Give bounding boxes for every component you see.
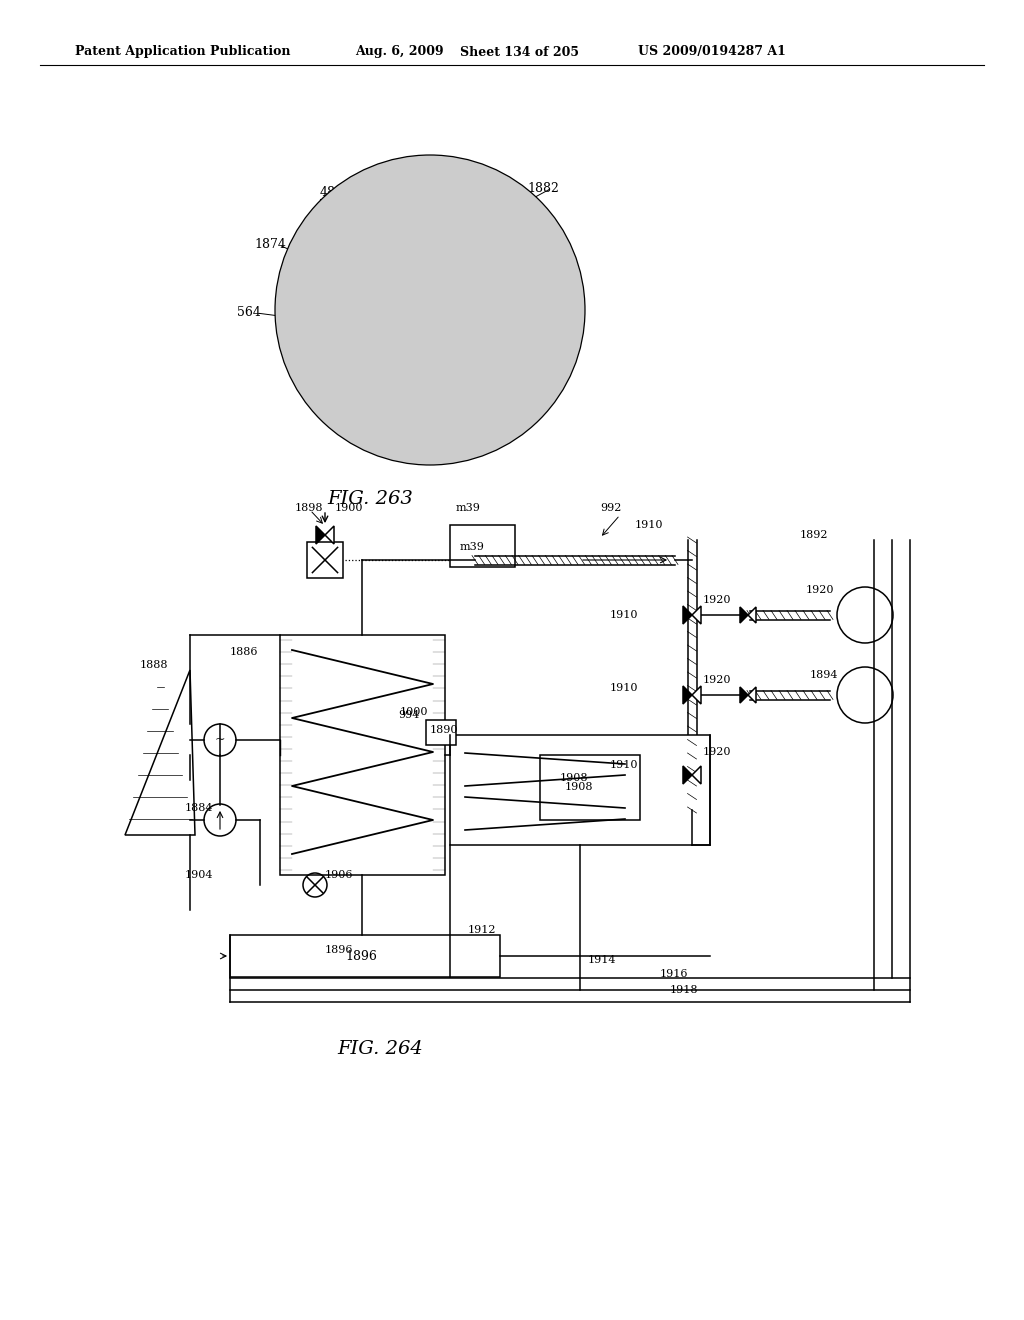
Circle shape (399, 279, 461, 341)
Bar (450, 525, 515, 568)
Bar (230, 935, 500, 977)
Text: 1000: 1000 (400, 708, 428, 717)
Text: 1910: 1910 (635, 520, 664, 531)
Text: 1836: 1836 (511, 354, 543, 367)
Text: FIG. 263: FIG. 263 (327, 490, 413, 508)
Text: 1890: 1890 (430, 725, 459, 735)
Polygon shape (683, 686, 692, 704)
Text: 1904: 1904 (185, 870, 213, 880)
Text: Sheet 134 of 205: Sheet 134 of 205 (460, 45, 579, 58)
Text: 1896: 1896 (345, 949, 377, 962)
Text: 1892: 1892 (800, 531, 828, 540)
Text: 802: 802 (531, 293, 555, 306)
Text: 1832: 1832 (499, 371, 530, 384)
Text: 1894: 1894 (810, 671, 839, 680)
Circle shape (355, 235, 505, 385)
Text: ~: ~ (215, 734, 225, 747)
Text: 1912: 1912 (468, 925, 497, 935)
Text: 1838: 1838 (531, 252, 563, 264)
Polygon shape (740, 607, 748, 623)
Text: 1874: 1874 (254, 239, 286, 252)
Text: m39: m39 (456, 503, 481, 513)
Text: 1882: 1882 (527, 181, 559, 194)
Text: Patent Application Publication: Patent Application Publication (75, 45, 291, 58)
Text: 1910: 1910 (610, 682, 639, 693)
Text: m39: m39 (460, 543, 485, 552)
Polygon shape (683, 606, 692, 624)
Polygon shape (692, 606, 701, 624)
Polygon shape (740, 686, 748, 704)
Text: 1918: 1918 (670, 985, 698, 995)
Bar (450, 735, 710, 845)
Text: 1910: 1910 (610, 610, 639, 620)
Bar (426, 719, 456, 744)
Circle shape (383, 263, 477, 356)
Bar (280, 635, 445, 875)
Circle shape (837, 587, 893, 643)
Circle shape (310, 190, 550, 430)
Text: 1914: 1914 (588, 954, 616, 965)
Text: FIG. 264: FIG. 264 (337, 1040, 423, 1059)
Text: 1920: 1920 (806, 585, 835, 595)
Circle shape (369, 249, 490, 371)
Text: 1906: 1906 (325, 870, 353, 880)
Polygon shape (692, 686, 701, 704)
Circle shape (837, 667, 893, 723)
Text: 564: 564 (237, 306, 261, 319)
Text: 1920: 1920 (703, 747, 731, 756)
Text: 1900: 1900 (335, 503, 364, 513)
Bar (540, 755, 640, 820)
Circle shape (204, 804, 236, 836)
Text: 1908: 1908 (565, 781, 594, 792)
Text: 1908: 1908 (560, 774, 589, 783)
Text: 1872: 1872 (531, 317, 563, 330)
Text: 1896: 1896 (325, 945, 353, 954)
Circle shape (341, 220, 519, 399)
Text: US 2009/0194287 A1: US 2009/0194287 A1 (638, 45, 785, 58)
Text: 1886: 1886 (230, 647, 258, 657)
Text: 1910: 1910 (610, 760, 639, 770)
Circle shape (326, 206, 534, 414)
Text: 1888: 1888 (140, 660, 169, 671)
Text: 1920: 1920 (703, 675, 731, 685)
Polygon shape (325, 525, 334, 544)
Text: 1916: 1916 (660, 969, 688, 979)
Text: 1898: 1898 (295, 503, 324, 513)
Polygon shape (316, 525, 325, 544)
Text: 482: 482 (319, 186, 344, 198)
Polygon shape (748, 686, 756, 704)
Circle shape (204, 723, 236, 756)
Circle shape (275, 154, 585, 465)
Circle shape (293, 173, 567, 447)
Text: 1884: 1884 (185, 803, 213, 813)
Polygon shape (692, 766, 701, 784)
Text: 992: 992 (600, 503, 622, 513)
Circle shape (414, 294, 446, 326)
Text: 1920: 1920 (703, 595, 731, 605)
Text: 994: 994 (398, 710, 420, 719)
Text: 482: 482 (510, 335, 534, 348)
Bar (307, 543, 343, 578)
Polygon shape (748, 607, 756, 623)
Polygon shape (125, 671, 195, 836)
Polygon shape (683, 766, 692, 784)
Text: Aug. 6, 2009: Aug. 6, 2009 (355, 45, 443, 58)
